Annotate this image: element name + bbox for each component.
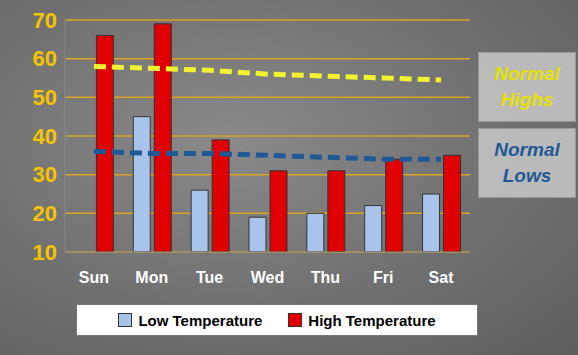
svg-text:Tue: Tue — [196, 269, 223, 286]
svg-text:Wed: Wed — [251, 269, 284, 286]
html-text:Normal Highs: Normal Highs — [494, 63, 560, 110]
svg-text:20: 20 — [33, 201, 57, 226]
svg-text:Fri: Fri — [373, 269, 393, 286]
svg-text:60: 60 — [33, 46, 57, 71]
svg-text:Mon: Mon — [135, 269, 168, 286]
svg-text:50: 50 — [33, 85, 57, 110]
svg-text:10: 10 — [33, 240, 57, 265]
svg-text:Sun: Sun — [79, 269, 109, 286]
html-text:Low Temperature: Low Temperature — [138, 311, 263, 329]
svg-text:Thu: Thu — [311, 269, 340, 286]
svg-text:40: 40 — [33, 124, 57, 149]
svg-text:70: 70 — [33, 8, 57, 33]
svg-text:30: 30 — [33, 162, 57, 187]
html-text:Normal Lows: Normal Lows — [494, 139, 560, 186]
svg-text:Sat: Sat — [429, 269, 455, 286]
html-text:High Temperature: High Temperature — [308, 311, 436, 329]
